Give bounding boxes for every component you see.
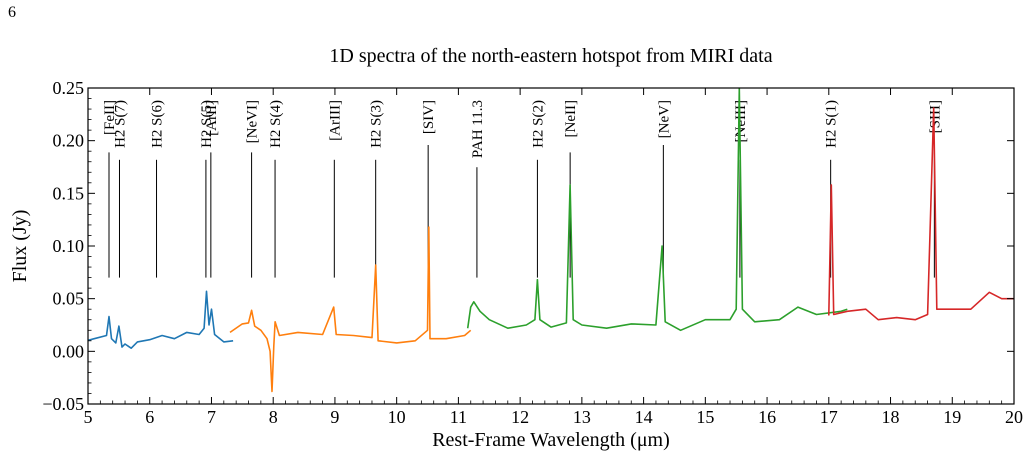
- spectrum-series-3: [466, 88, 848, 332]
- axis-ticks: 5 6 7 8 9 10 11 12 13 14 15 16 17 18 19 20 −0.05 0.00 0.05…: [42, 78, 1023, 427]
- y-tick-label-1: −0.05: [42, 394, 84, 414]
- spectrum-series-2: [229, 226, 472, 393]
- x-tick-label-2: 6: [145, 407, 154, 427]
- line-marker-label-14: [NeV]: [656, 100, 672, 138]
- spectrum-series-1: [88, 290, 234, 349]
- x-axis-title: Rest-Frame Wavelength (μm): [432, 429, 670, 451]
- line-marker-label-2: H2 S(7): [112, 100, 128, 148]
- line-marker-label-17: [SIII]: [927, 100, 943, 133]
- line-marker-label-5: H2 S(5): [199, 100, 215, 148]
- y-tick-label-2: 0.00: [53, 341, 85, 361]
- line-markers: [FeII]H2 S(7) H2 S(6) [ArII]H2 S(5) [NeVI] H…: [102, 100, 943, 278]
- y-tick-label-6: 0.20: [53, 131, 85, 151]
- x-tick-label-10: 14: [635, 407, 653, 427]
- x-tick-label-9: 13: [573, 407, 591, 427]
- line-marker-label-11: PAH 11.3: [470, 100, 486, 158]
- line-marker-label-10: [SIV]: [421, 100, 437, 134]
- line-marker-label-15: [NeIII]: [733, 100, 749, 142]
- x-tick-label-4: 8: [269, 407, 278, 427]
- x-tick-label-8: 12: [511, 407, 529, 427]
- chart-title: 1D spectra of the north-eastern hotspot …: [329, 45, 772, 67]
- line-marker-label-13: [NeII]: [563, 100, 579, 137]
- y-axis-title: Flux (Jy): [9, 210, 31, 283]
- line-marker-label-1: [FeII]: [102, 100, 118, 135]
- x-tick-label-6: 10: [388, 407, 406, 427]
- x-tick-label-5: 9: [330, 407, 339, 427]
- x-tick-label-7: 11: [450, 407, 467, 427]
- line-marker-label-12: H2 S(2): [530, 100, 546, 148]
- line-marker-label-4: [ArII]: [204, 100, 220, 136]
- line-marker-label-8: [ArIII]: [327, 100, 343, 141]
- y-tick-label-7: 0.25: [53, 78, 85, 98]
- x-tick-label-14: 18: [882, 407, 900, 427]
- line-marker-label-3: H2 S(6): [150, 100, 166, 148]
- line-marker-label-6: [NeVI]: [245, 100, 261, 143]
- x-tick-label-11: 15: [696, 407, 714, 427]
- plot-frame: [87, 87, 1015, 405]
- line-marker-label-9: H2 S(3): [369, 100, 385, 148]
- line-marker-label-16: H2 S(1): [824, 100, 840, 148]
- line-marker-label-7: H2 S(4): [268, 100, 284, 148]
- x-tick-label-16: 20: [1005, 407, 1023, 427]
- x-tick-label-1: 5: [84, 407, 93, 427]
- x-tick-label-12: 16: [758, 407, 776, 427]
- x-tick-label-3: 7: [207, 407, 216, 427]
- page-number: 6: [8, 4, 16, 21]
- spectrum-series-4: [828, 107, 1014, 321]
- x-tick-label-15: 19: [943, 407, 961, 427]
- y-tick-label-5: 0.15: [53, 183, 85, 203]
- y-tick-label-4: 0.10: [53, 236, 85, 256]
- y-tick-label-3: 0.05: [53, 289, 85, 309]
- x-tick-label-13: 17: [820, 407, 838, 427]
- spectrum-series: [88, 88, 1014, 393]
